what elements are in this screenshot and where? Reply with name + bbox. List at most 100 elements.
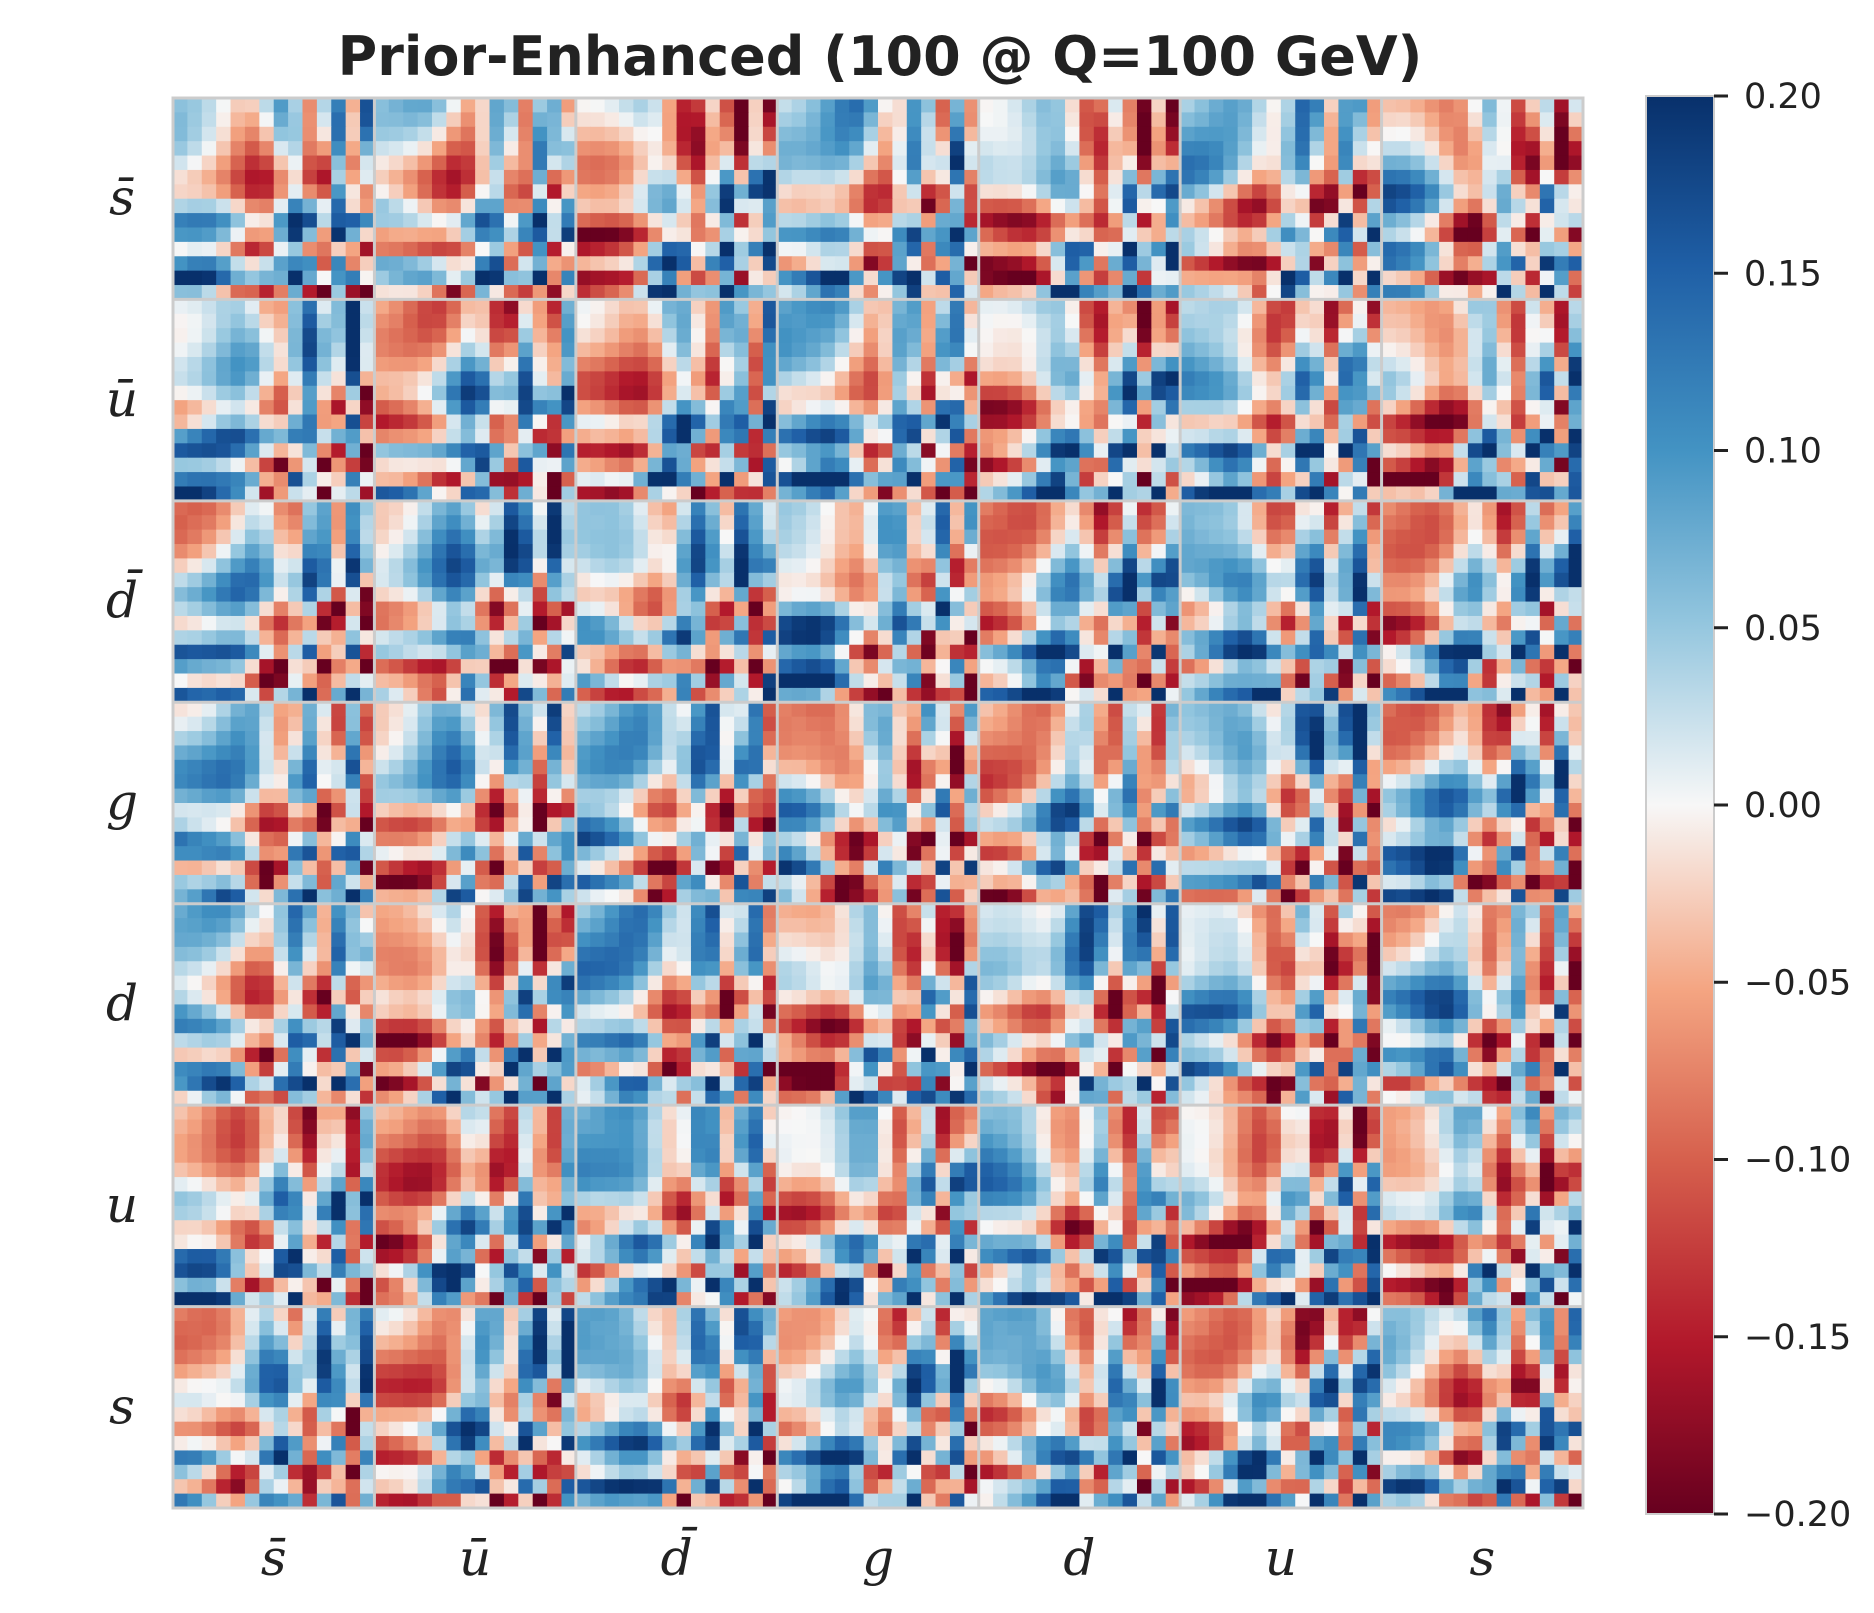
heatmap-cell (1050, 241, 1066, 257)
heatmap-cell (1554, 587, 1570, 603)
heatmap-cell (1136, 112, 1152, 128)
heatmap-cell (1180, 486, 1196, 502)
heatmap-cell (1539, 644, 1555, 660)
heatmap-cell (1237, 630, 1253, 646)
heatmap-cell (1266, 198, 1282, 214)
heatmap-cell (561, 486, 577, 502)
heatmap-cell (619, 716, 635, 732)
heatmap-cell (906, 817, 922, 833)
heatmap-cell (1554, 500, 1570, 516)
heatmap-cell (1525, 241, 1541, 257)
heatmap-cell (244, 630, 260, 646)
heatmap-cell (388, 558, 404, 574)
heatmap-cell (1280, 472, 1296, 488)
heatmap-cell (590, 788, 606, 804)
heatmap-cell (863, 126, 879, 142)
heatmap-cell (374, 400, 390, 416)
heatmap-cell (1007, 342, 1023, 358)
heatmap-cell (288, 759, 304, 775)
heatmap-cell (748, 774, 764, 790)
heatmap-cell (1280, 241, 1296, 257)
heatmap-cell (1381, 687, 1397, 703)
heatmap-cell (489, 630, 505, 646)
heatmap-cell (331, 874, 347, 890)
heatmap-cell (1151, 687, 1167, 703)
heatmap-cell (360, 831, 376, 847)
heatmap-cell (475, 803, 491, 818)
heatmap-cell (561, 515, 577, 531)
heatmap-cell (288, 112, 304, 128)
heatmap-cell (820, 443, 836, 459)
heatmap-cell (1496, 241, 1512, 257)
heatmap-cell (1511, 126, 1527, 142)
heatmap-cell (633, 716, 649, 732)
heatmap-cell (1036, 299, 1052, 315)
heatmap-cell (431, 644, 447, 660)
heatmap-cell (561, 817, 577, 833)
heatmap-cell (993, 472, 1009, 488)
heatmap-cell (431, 141, 447, 157)
heatmap-cell (532, 141, 548, 157)
heatmap-cell (1021, 414, 1037, 430)
heatmap-cell (288, 486, 304, 502)
heatmap-cell (1439, 659, 1455, 675)
heatmap-cell (1568, 443, 1584, 459)
heatmap-cell (964, 759, 980, 775)
heatmap-cell (1165, 659, 1181, 675)
heatmap-cell (331, 126, 347, 142)
heatmap-cell (460, 860, 476, 876)
heatmap-cell (302, 342, 318, 358)
heatmap-cell (949, 687, 965, 703)
heatmap-cell (1295, 414, 1311, 430)
heatmap-cell (244, 256, 260, 272)
heatmap-cell (201, 213, 217, 229)
heatmap-cell (949, 428, 965, 444)
heatmap-cell (374, 428, 390, 444)
heatmap-cell (690, 356, 706, 372)
heatmap-cell (1280, 313, 1296, 329)
heatmap-cell (259, 198, 275, 214)
heatmap-cell (388, 414, 404, 430)
heatmap-cell (230, 687, 246, 703)
heatmap-cell (187, 241, 203, 257)
heatmap-cell (201, 659, 217, 675)
heatmap-cell (1539, 328, 1555, 344)
heatmap-cell (676, 155, 692, 171)
heatmap-cell (1079, 385, 1095, 401)
heatmap-cell (1352, 615, 1368, 631)
heatmap-cell (460, 241, 476, 257)
heatmap-cell (360, 615, 376, 631)
heatmap-cell (1424, 687, 1440, 703)
heatmap-cell (806, 731, 822, 747)
heatmap-cell (547, 702, 563, 718)
heatmap-cell (1439, 313, 1455, 329)
heatmap-cell (1007, 414, 1023, 430)
heatmap-cell (288, 601, 304, 617)
heatmap-cell (705, 529, 721, 545)
heatmap-cell (331, 400, 347, 416)
heatmap-cell (1453, 457, 1469, 473)
heatmap-cell (921, 169, 937, 185)
heatmap-cell (1036, 500, 1052, 516)
heatmap-cell (360, 213, 376, 229)
heatmap-cell (1280, 356, 1296, 372)
heatmap-cell (1021, 400, 1037, 416)
heatmap-cell (949, 615, 965, 631)
heatmap-cell (1065, 731, 1081, 747)
heatmap-cell (949, 601, 965, 617)
heatmap-cell (892, 457, 908, 473)
heatmap-cell (619, 443, 635, 459)
heatmap-cell (878, 716, 893, 732)
heatmap-cell (1324, 385, 1340, 401)
heatmap-cell (1467, 515, 1483, 531)
heatmap-cell (230, 155, 246, 171)
heatmap-cell (388, 299, 404, 315)
heatmap-cell (1136, 702, 1152, 718)
heatmap-cell (273, 472, 289, 488)
heatmap-cell (590, 155, 606, 171)
heatmap-cell (1165, 500, 1181, 516)
heatmap-cell (561, 270, 577, 286)
heatmap-cell (547, 716, 563, 732)
heatmap-cell (302, 846, 318, 862)
heatmap-cell (1036, 385, 1052, 401)
